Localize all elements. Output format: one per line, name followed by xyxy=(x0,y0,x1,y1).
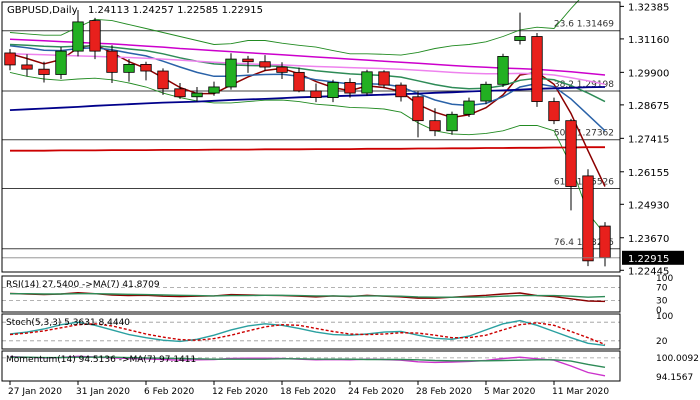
candle-up xyxy=(123,63,135,73)
candle-down xyxy=(21,64,33,70)
candle-up xyxy=(514,36,526,41)
moving-average-line-2 xyxy=(9,43,606,103)
fib-level-label: 23.6 1.31469 xyxy=(554,20,614,30)
candle-down xyxy=(140,63,152,72)
candle-down xyxy=(174,88,186,98)
candle-up xyxy=(446,113,458,132)
candle-down xyxy=(344,82,356,94)
candle-up xyxy=(361,71,373,94)
moving-average-line-1 xyxy=(9,45,606,132)
indicator-tick-label: 94.1567 xyxy=(656,373,693,383)
candle-up xyxy=(208,86,220,94)
moving-average-line-6 xyxy=(10,146,605,152)
indicator-series-line-0-0 xyxy=(9,291,606,303)
indicator-pane-frame-1 xyxy=(1,313,621,350)
candle-down xyxy=(378,71,390,86)
candle-down xyxy=(89,20,101,52)
x-tick-label: 12 Feb 2020 xyxy=(212,387,268,397)
candle-down xyxy=(106,50,118,73)
candle-up xyxy=(327,82,339,98)
indicator-tick-label: 100 xyxy=(656,274,673,284)
indicator-tick-label: 100.0092 xyxy=(656,354,699,364)
indicator-name: RSI(14) 27.5400 ->MA(7) 41.8709 xyxy=(6,280,160,290)
price-tick-label: 1.29900 xyxy=(628,68,669,79)
candle-down xyxy=(259,61,271,68)
price-tick-label: 1.22445 xyxy=(628,266,669,277)
indicator-series-line-0-1 xyxy=(10,293,606,298)
indicator-tick-label: 0 xyxy=(656,306,662,316)
moving-average-line-5 xyxy=(9,86,606,111)
candle-down xyxy=(412,96,424,122)
candle-down xyxy=(565,120,577,187)
indicator-series-line-1-0 xyxy=(9,319,606,347)
candle-down xyxy=(157,70,169,90)
indicator-tick-label: 20 xyxy=(656,337,668,347)
candle-up xyxy=(72,21,84,52)
fib-level-label: 38.2 1.29198 xyxy=(554,80,614,90)
candle-up xyxy=(497,56,509,85)
candle-down xyxy=(582,175,594,262)
candle-down xyxy=(395,84,407,98)
price-tick-label: 1.32385 xyxy=(628,2,669,13)
price-pane-frame xyxy=(1,1,621,273)
candle-down xyxy=(310,90,322,98)
x-tick-label: 11 Mar 2020 xyxy=(552,387,609,397)
x-tick-label: 6 Feb 2020 xyxy=(144,387,195,397)
last-price-label: 1.22915 xyxy=(628,254,669,265)
price-tick-label: 1.23670 xyxy=(628,234,669,245)
candle-up xyxy=(191,92,203,98)
chart-header-ohlc: 1.24113 1.24257 1.22585 1.22915 xyxy=(88,5,263,16)
candle-down xyxy=(38,68,50,75)
candle-down xyxy=(548,101,560,122)
last-price-tag xyxy=(622,250,684,265)
x-tick-label: 31 Jan 2020 xyxy=(76,387,130,397)
x-tick-label: 27 Jan 2020 xyxy=(8,387,62,397)
candle-up xyxy=(480,83,492,102)
fib-level-label: 50.0 1.27362 xyxy=(554,129,614,139)
candle-up xyxy=(225,58,237,88)
candle-down xyxy=(242,58,254,63)
candle-down xyxy=(4,52,16,66)
indicator-pane-frame-0 xyxy=(1,275,621,313)
axes: 1.32385 1.31160 1.29900 1.28675 1.27415 1.261… xyxy=(1,1,684,397)
candle-down xyxy=(599,225,611,259)
chart-header-symbol: GBPUSD,Daily xyxy=(7,5,78,16)
candle-up xyxy=(463,100,475,115)
price-tick-label: 1.24930 xyxy=(628,200,669,211)
x-tick-label: 28 Feb 2020 xyxy=(416,387,472,397)
indicator-tick-label: 100 xyxy=(656,312,673,322)
x-tick-label: 5 Mar 2020 xyxy=(484,387,536,397)
candle-down xyxy=(276,66,288,73)
indicator-series-line-1-1 xyxy=(9,322,606,346)
price-tick-label: 1.26155 xyxy=(628,168,669,179)
x-tick-label: 18 Feb 2020 xyxy=(280,387,336,397)
candle-down xyxy=(429,120,441,132)
bollinger-upper-line xyxy=(9,0,580,56)
indicator-panes: RSI(14) 27.5400 ->MA(7) 41.870910070300S… xyxy=(2,274,699,383)
bollinger-lower-line xyxy=(9,71,606,235)
indicator-tick-label: 70 xyxy=(656,284,668,294)
indicator-pane-frame-2 xyxy=(1,350,621,382)
candle-down xyxy=(293,71,305,92)
price-tick-label: 1.28675 xyxy=(628,101,669,112)
price-tick-label: 1.27415 xyxy=(628,134,669,145)
candle-down xyxy=(531,36,543,102)
candle-up xyxy=(55,50,67,75)
indicator-name: Stoch(5,3,3) 5.3631 8.4440 xyxy=(6,318,130,328)
x-tick-label: 24 Feb 2020 xyxy=(348,387,404,397)
indicator-tick-label: 30 xyxy=(656,296,668,306)
indicator-name: Momentum(14) 94.5136 ->MA(7) 97.1411 xyxy=(6,355,196,365)
price-tick-label: 1.31160 xyxy=(628,35,669,46)
indicator-series-line-2-1 xyxy=(10,356,606,368)
